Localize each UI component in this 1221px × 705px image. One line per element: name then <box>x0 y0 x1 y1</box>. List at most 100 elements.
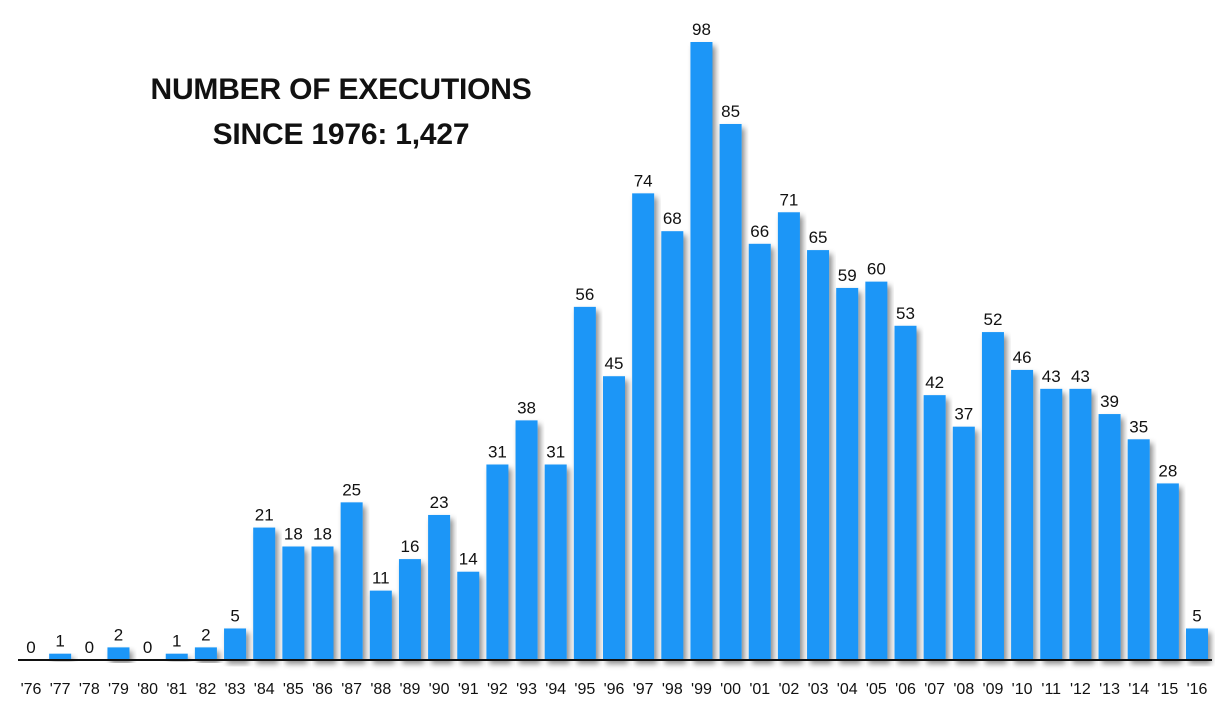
bar-88 <box>369 590 392 660</box>
value-label: 1 <box>55 632 64 651</box>
value-label: 66 <box>750 222 769 241</box>
tick-label: '90 <box>429 681 450 698</box>
bar-12 <box>1069 388 1092 660</box>
tick-label: '76 <box>21 681 42 698</box>
tick-label: '81 <box>166 681 187 698</box>
tick-label: '78 <box>79 681 100 698</box>
value-label: 53 <box>896 304 915 323</box>
tick-label: '12 <box>1070 681 1091 698</box>
tick-label: '89 <box>400 681 421 698</box>
tick-label: '80 <box>137 681 158 698</box>
bar-08 <box>952 426 975 660</box>
bar-99 <box>690 42 713 660</box>
tick-label: '10 <box>1012 681 1033 698</box>
bar-03 <box>807 250 830 660</box>
tick-labels-group: '76 '77 '78 '79 '80 '81 '82 '83 '84 '85 '86 '87 '88 '… <box>21 681 1208 698</box>
bar-79 <box>107 647 130 660</box>
value-label: 71 <box>779 190 798 209</box>
value-label: 98 <box>692 20 711 39</box>
bar-00 <box>719 123 742 661</box>
value-label: 43 <box>1042 367 1061 386</box>
tick-label: '77 <box>50 681 71 698</box>
tick-label: '99 <box>691 681 712 698</box>
value-label: 31 <box>488 443 507 462</box>
tick-label: '04 <box>837 681 858 698</box>
bar-04 <box>836 287 859 660</box>
tick-label: '14 <box>1128 681 1149 698</box>
bar-07 <box>923 395 946 660</box>
bar-93 <box>515 420 538 660</box>
value-label: 0 <box>26 638 35 657</box>
value-label: 5 <box>230 606 239 625</box>
value-label: 85 <box>721 102 740 121</box>
bar-87 <box>340 502 363 660</box>
tick-label: '03 <box>808 681 829 698</box>
value-label: 28 <box>1158 461 1177 480</box>
tick-label: '15 <box>1157 681 1178 698</box>
tick-label: '96 <box>604 681 625 698</box>
value-label: 18 <box>284 524 303 543</box>
tick-label: '84 <box>254 681 275 698</box>
value-label: 37 <box>954 405 973 424</box>
value-label: 42 <box>925 373 944 392</box>
bar-06 <box>894 325 917 660</box>
bar-96 <box>603 376 625 660</box>
tick-label: '92 <box>487 681 508 698</box>
bar-83 <box>224 628 247 660</box>
bar-94 <box>544 464 567 660</box>
bar-98 <box>661 231 684 660</box>
bar-02 <box>777 212 800 660</box>
chart-title-line-1: NUMBER OF EXECUTIONS <box>150 73 532 106</box>
tick-label: '13 <box>1099 681 1120 698</box>
value-label: 38 <box>517 398 536 417</box>
bar-15 <box>1156 483 1179 660</box>
bar-14 <box>1127 439 1150 660</box>
value-label: 5 <box>1192 606 1201 625</box>
tick-label: '16 <box>1187 681 1208 698</box>
value-label: 1 <box>172 632 181 651</box>
value-label: 68 <box>663 209 682 228</box>
tick-label: '83 <box>225 681 246 698</box>
value-label: 46 <box>1013 348 1032 367</box>
bars-group <box>49 42 1208 661</box>
bar-90 <box>428 514 451 660</box>
tick-label: '87 <box>341 681 362 698</box>
tick-label: '05 <box>866 681 887 698</box>
tick-label: '98 <box>662 681 683 698</box>
tick-label: '08 <box>953 681 974 698</box>
value-label: 16 <box>400 537 419 556</box>
value-label: 31 <box>546 443 565 462</box>
tick-label: '82 <box>195 681 216 698</box>
bar-97 <box>632 193 655 660</box>
tick-label: '85 <box>283 681 304 698</box>
bar-85 <box>282 546 305 660</box>
value-label: 23 <box>430 493 449 512</box>
value-label: 0 <box>143 638 152 657</box>
value-label: 52 <box>983 310 1002 329</box>
bar-82 <box>194 647 217 660</box>
tick-label: '07 <box>924 681 945 698</box>
tick-label: '86 <box>312 681 333 698</box>
value-label: 39 <box>1100 392 1119 411</box>
value-label: 25 <box>342 480 361 499</box>
bar-09 <box>981 332 1004 660</box>
tick-label: '93 <box>516 681 537 698</box>
value-label: 56 <box>575 285 594 304</box>
tick-label: '94 <box>545 681 566 698</box>
tick-label: '09 <box>983 681 1004 698</box>
tick-label: '02 <box>778 681 799 698</box>
bar-16 <box>1186 628 1208 660</box>
value-label: 14 <box>459 550 478 569</box>
bar-89 <box>398 559 421 660</box>
value-label: 59 <box>838 266 857 285</box>
value-label: 21 <box>255 506 274 525</box>
bar-10 <box>1011 369 1034 660</box>
value-label: 45 <box>605 354 624 373</box>
bar-92 <box>486 464 509 660</box>
value-label: 65 <box>809 228 828 247</box>
tick-label: '01 <box>749 681 770 698</box>
bar-81 <box>165 653 188 660</box>
bar-91 <box>457 571 480 660</box>
value-label: 43 <box>1071 367 1090 386</box>
